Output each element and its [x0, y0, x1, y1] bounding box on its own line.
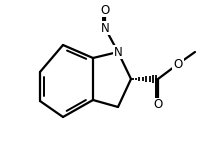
Text: N: N: [114, 45, 122, 58]
Text: O: O: [173, 57, 183, 70]
Text: O: O: [153, 99, 163, 111]
Text: O: O: [100, 3, 110, 16]
Text: N: N: [101, 21, 109, 34]
